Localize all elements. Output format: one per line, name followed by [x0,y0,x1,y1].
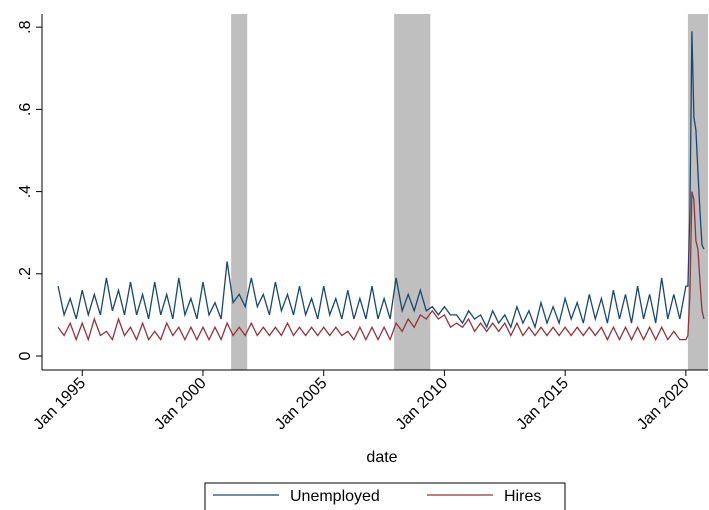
x-tick-label: Jan 1995 [30,375,89,434]
y-tick-label: .6 [17,103,34,116]
y-tick-label: .4 [17,185,34,198]
legend-box [204,482,566,510]
x-tick-label: Jan 2000 [151,375,210,434]
x-axis-title: date [366,449,397,466]
legend-label: Unemployed [290,488,380,505]
series-line [57,191,705,342]
recession-band [231,14,248,370]
y-tick-label: .8 [17,20,34,33]
y-tick-label: .2 [17,267,34,280]
x-tick-label: Jan 2015 [513,375,572,434]
series-line [57,31,705,330]
recession-band [687,14,708,370]
x-tick-label: Jan 2020 [634,375,693,434]
recession-band [394,14,431,370]
x-tick-label: Jan 2010 [393,375,452,434]
y-tick-label: 0 [17,351,34,360]
x-tick-label: Jan 2005 [272,375,331,434]
legend-label: Hires [504,488,541,505]
